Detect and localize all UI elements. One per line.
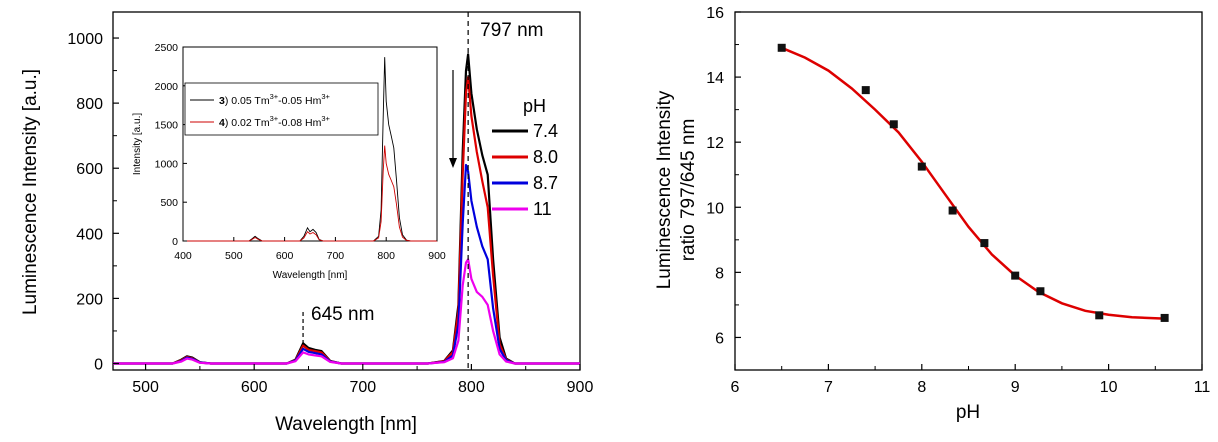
inset-chart: 400 500 600 700 800 900 0 500 1000 1500 2000 2500 W… [132, 42, 446, 281]
ratio-y-axis-label-line1: Luminescence Intensity [654, 90, 675, 289]
spectrum-y-tick-label: 800 [76, 96, 103, 113]
inset-legend-text-num: 3 [219, 95, 225, 107]
spectrum-y-tick-label: 400 [76, 226, 103, 243]
inset-x-tick-label: 400 [174, 250, 192, 262]
ratio-y-tick-label: 16 [706, 5, 724, 22]
ratio-y-tick-label: 12 [706, 135, 724, 152]
ratio-axis-ticks: 6 7 8 9 10 11 6 8 10 12 14 16 [706, 5, 1210, 396]
legend-label: 7.4 [533, 121, 558, 141]
legend-title: pH [523, 96, 546, 116]
ratio-data-point [1095, 311, 1104, 320]
spectrum-plot-frame [112, 11, 581, 371]
ratio-y-axis-label-line2: ratio 797/645 nm [678, 119, 699, 262]
inset-x-tick-label: 800 [377, 250, 395, 262]
ratio-x-tick-label: 10 [1100, 379, 1118, 396]
spectrum-y-tick-label: 0 [94, 356, 103, 373]
spectrum-axis-ticks: 500 600 700 800 900 0 200 400 600 800 1000 [67, 31, 593, 396]
ratio-y-tick-label: 10 [706, 200, 724, 217]
ratio-y-tick-label: 6 [715, 330, 724, 347]
spectrum-y-tick-label: 1000 [67, 31, 103, 48]
inset-legend-text-sup2: 3+ [321, 114, 330, 123]
ratio-data-point [917, 162, 926, 171]
inset-plot-frame [182, 46, 438, 242]
ratio-x-tick-label: 11 [1194, 379, 1211, 396]
ratio-x-axis-label: pH [956, 402, 980, 423]
spectrum-legend: pH 7.4 8.0 8.7 11 [492, 96, 558, 219]
inset-series-group [183, 57, 437, 242]
inset-x-axis-label: Wavelength [nm] [273, 270, 348, 281]
inset-legend-text-text1: ) 0.02 Tm [225, 117, 270, 129]
spectrum-x-tick-label: 800 [458, 379, 485, 396]
trend-arrow-head [449, 158, 457, 168]
inset-y-tick-label: 1000 [155, 158, 179, 170]
sigmoid-fit-curve [781, 46, 1165, 320]
spectrum-series-group [113, 53, 580, 365]
spectrum-x-tick-label: 900 [567, 379, 594, 396]
spectrum-y-tick-label: 600 [76, 161, 103, 178]
inset-y-tick-label: 1500 [155, 120, 179, 132]
ratio-data-point [980, 239, 989, 248]
inset-legend-text-num: 4 [219, 117, 225, 129]
ratio-data-point [1160, 313, 1169, 322]
ratio-x-tick-label: 8 [917, 379, 926, 396]
inset-x-tick-label: 500 [225, 250, 243, 262]
ratio-y-tick-label: 14 [706, 70, 724, 87]
ratio-data-point [1036, 287, 1045, 296]
inset-x-tick-label: 900 [428, 250, 446, 262]
ratio-x-tick-label: 7 [824, 379, 833, 396]
inset-legend-label: 3) 0.05 Tm3+-0.05 Hm3+ [219, 92, 331, 107]
peak-645-label: 645 nm [311, 304, 374, 325]
inset-legend-text-text2: -0.08 Hm [278, 117, 321, 129]
spectrum-annotations: 797 nm 645 nm [302, 12, 544, 370]
inset-series-4 [183, 145, 437, 242]
legend-label: 11 [533, 199, 552, 219]
inset-legend-box [184, 82, 379, 136]
spectrum-x-tick-label: 600 [241, 379, 268, 396]
spectrum-chart: 500 600 700 800 900 0 200 400 600 800 1000 Wavelen… [20, 11, 593, 435]
spectrum-y-tick-label: 200 [76, 291, 103, 308]
ratio-data-point [889, 120, 898, 129]
ratio-y-tick-label: 8 [715, 265, 724, 282]
ratio-x-tick-label: 6 [731, 379, 740, 396]
inset-y-tick-label: 2500 [155, 42, 179, 54]
inset-axis-ticks: 400 500 600 700 800 900 0 500 1000 1500 2000 2500 [155, 42, 446, 262]
legend-label: 8.0 [533, 147, 558, 167]
spectrum-x-axis-label: Wavelength [nm] [275, 414, 417, 435]
ratio-data-point [861, 86, 870, 95]
inset-y-tick-label: 2000 [155, 81, 179, 93]
ratio-data-point [777, 43, 786, 52]
spectrum-x-tick-label: 500 [132, 379, 159, 396]
inset-x-tick-label: 600 [276, 250, 294, 262]
inset-y-tick-label: 0 [172, 236, 178, 248]
inset-y-tick-label: 500 [160, 197, 178, 209]
inset-legend-text-sup1: 3+ [270, 114, 279, 123]
inset-legend-text-text1: ) 0.05 Tm [225, 95, 270, 107]
legend-label: 8.7 [533, 173, 558, 193]
inset-legend-text-text2: -0.05 Hm [278, 95, 321, 107]
inset-legend-text-sup1: 3+ [270, 92, 279, 101]
inset-x-tick-label: 700 [327, 250, 345, 262]
spectrum-x-tick-label: 700 [349, 379, 376, 396]
inset-legend-label: 4) 0.02 Tm3+-0.08 Hm3+ [219, 114, 331, 129]
ratio-x-tick-label: 9 [1011, 379, 1020, 396]
ratio-data-point [1011, 271, 1020, 280]
inset-legend: 3) 0.05 Tm3+-0.05 Hm3+4) 0.02 Tm3+-0.08 … [184, 82, 379, 136]
inset-legend-text-sup2: 3+ [321, 92, 330, 101]
ratio-data-points [777, 43, 1169, 322]
inset-y-axis-label: Intensity [a.u.] [132, 113, 143, 175]
spectrum-y-axis-label: Luminescence Intensity [a.u.] [20, 69, 41, 315]
peak-797-label: 797 nm [480, 20, 543, 41]
ratio-chart: 6 7 8 9 10 11 6 8 10 12 14 16 pH Luminescence Inten… [654, 5, 1210, 423]
spectrum-series-ph-11 [113, 258, 580, 365]
ratio-data-point [948, 206, 957, 215]
